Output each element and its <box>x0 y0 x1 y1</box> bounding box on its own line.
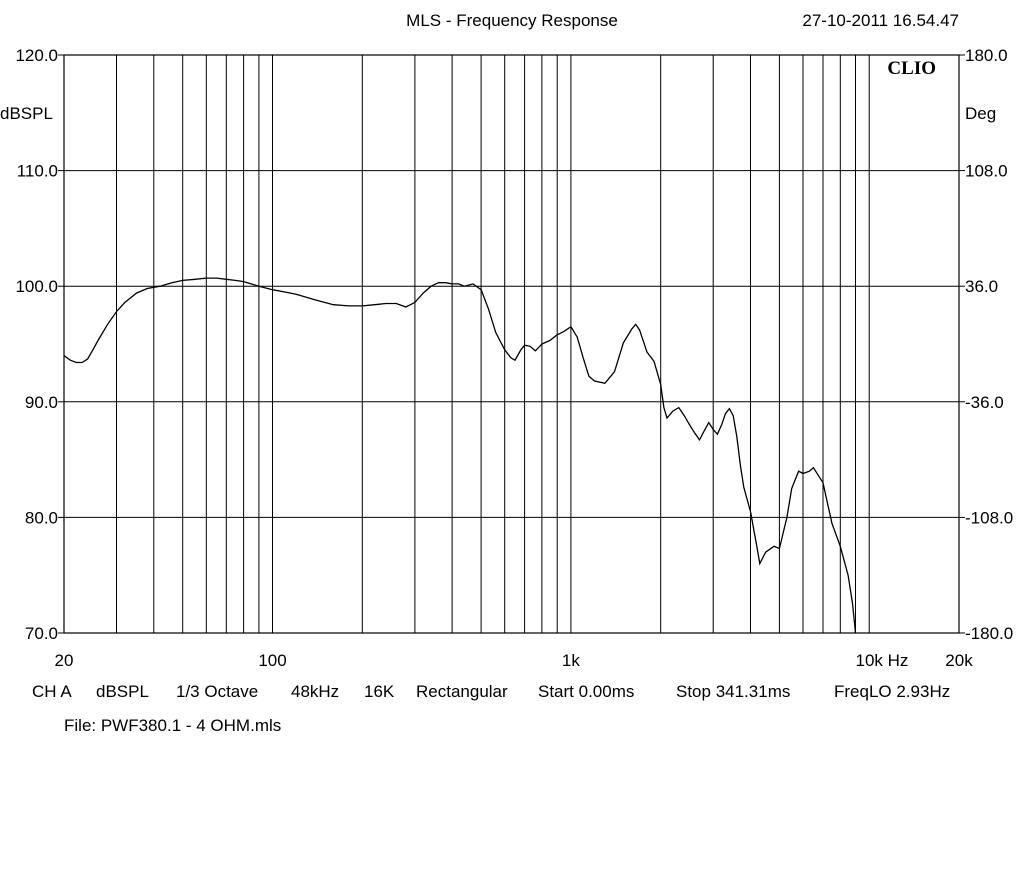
x-tick-label: 10k <box>855 651 883 670</box>
y2-tick-label: -180.0 <box>965 624 1013 643</box>
setting-channel: CH A <box>32 682 72 701</box>
setting-smoothing: 1/3 Octave <box>176 682 259 701</box>
x-tick-label: 20 <box>55 651 74 670</box>
y-tick-labels: 70.0 80.0 90.0 100.0 110.0 120.0 <box>15 46 58 643</box>
chart-title: MLS - Frequency Response <box>406 11 618 30</box>
plot-frame <box>63 54 960 634</box>
y-tick-label: 90.0 <box>25 393 58 412</box>
timestamp: 27-10-2011 16.54.47 <box>802 11 959 30</box>
plot-grid <box>58 54 965 634</box>
setting-sample-rate: 48kHz <box>291 682 340 701</box>
x-unit-label: Hz <box>888 651 909 670</box>
y-tick-label: 70.0 <box>25 624 58 643</box>
y-tick-label: 120.0 <box>15 46 58 65</box>
y2-tick-label: -36.0 <box>965 393 1004 412</box>
y2-tick-label: 180.0 <box>965 46 1008 65</box>
y2-axis-label: Deg <box>965 104 996 123</box>
setting-start: Start 0.00ms <box>538 682 635 701</box>
y2-tick-label: 36.0 <box>965 277 998 296</box>
setting-size: 16K <box>364 682 395 701</box>
y-tick-label: 100.0 <box>15 277 58 296</box>
y-tick-label: 110.0 <box>17 162 58 181</box>
y-tick-label: 80.0 <box>25 508 58 527</box>
x-tick-label: 1k <box>562 651 580 670</box>
y2-tick-label: -108.0 <box>965 508 1013 527</box>
spl-series-line <box>63 277 857 634</box>
file-name: File: PWF380.1 - 4 OHM.mls <box>64 716 282 735</box>
x-tick-labels: 20 100 1k 10k 20k <box>55 651 974 670</box>
setting-freqlo: FreqLO 2.93Hz <box>834 682 951 701</box>
setting-unit: dBSPL <box>96 682 149 701</box>
y-axis-label: dBSPL <box>0 104 53 123</box>
y2-tick-labels: -180.0 -108.0 -36.0 36.0 108.0 180.0 <box>965 46 1013 643</box>
setting-stop: Stop 341.31ms <box>676 682 791 701</box>
frequency-response-chart: MLS - Frequency Response 27-10-2011 16.5… <box>0 11 1013 670</box>
clio-logo: CLIO <box>887 58 936 79</box>
x-tick-label: 100 <box>258 651 286 670</box>
settings-bar: CH A dBSPL 1/3 Octave 48kHz 16K Rectangu… <box>0 682 1025 704</box>
setting-window: Rectangular <box>416 682 508 701</box>
y2-tick-label: 108.0 <box>965 162 1008 181</box>
x-tick-label: 20k <box>945 651 973 670</box>
